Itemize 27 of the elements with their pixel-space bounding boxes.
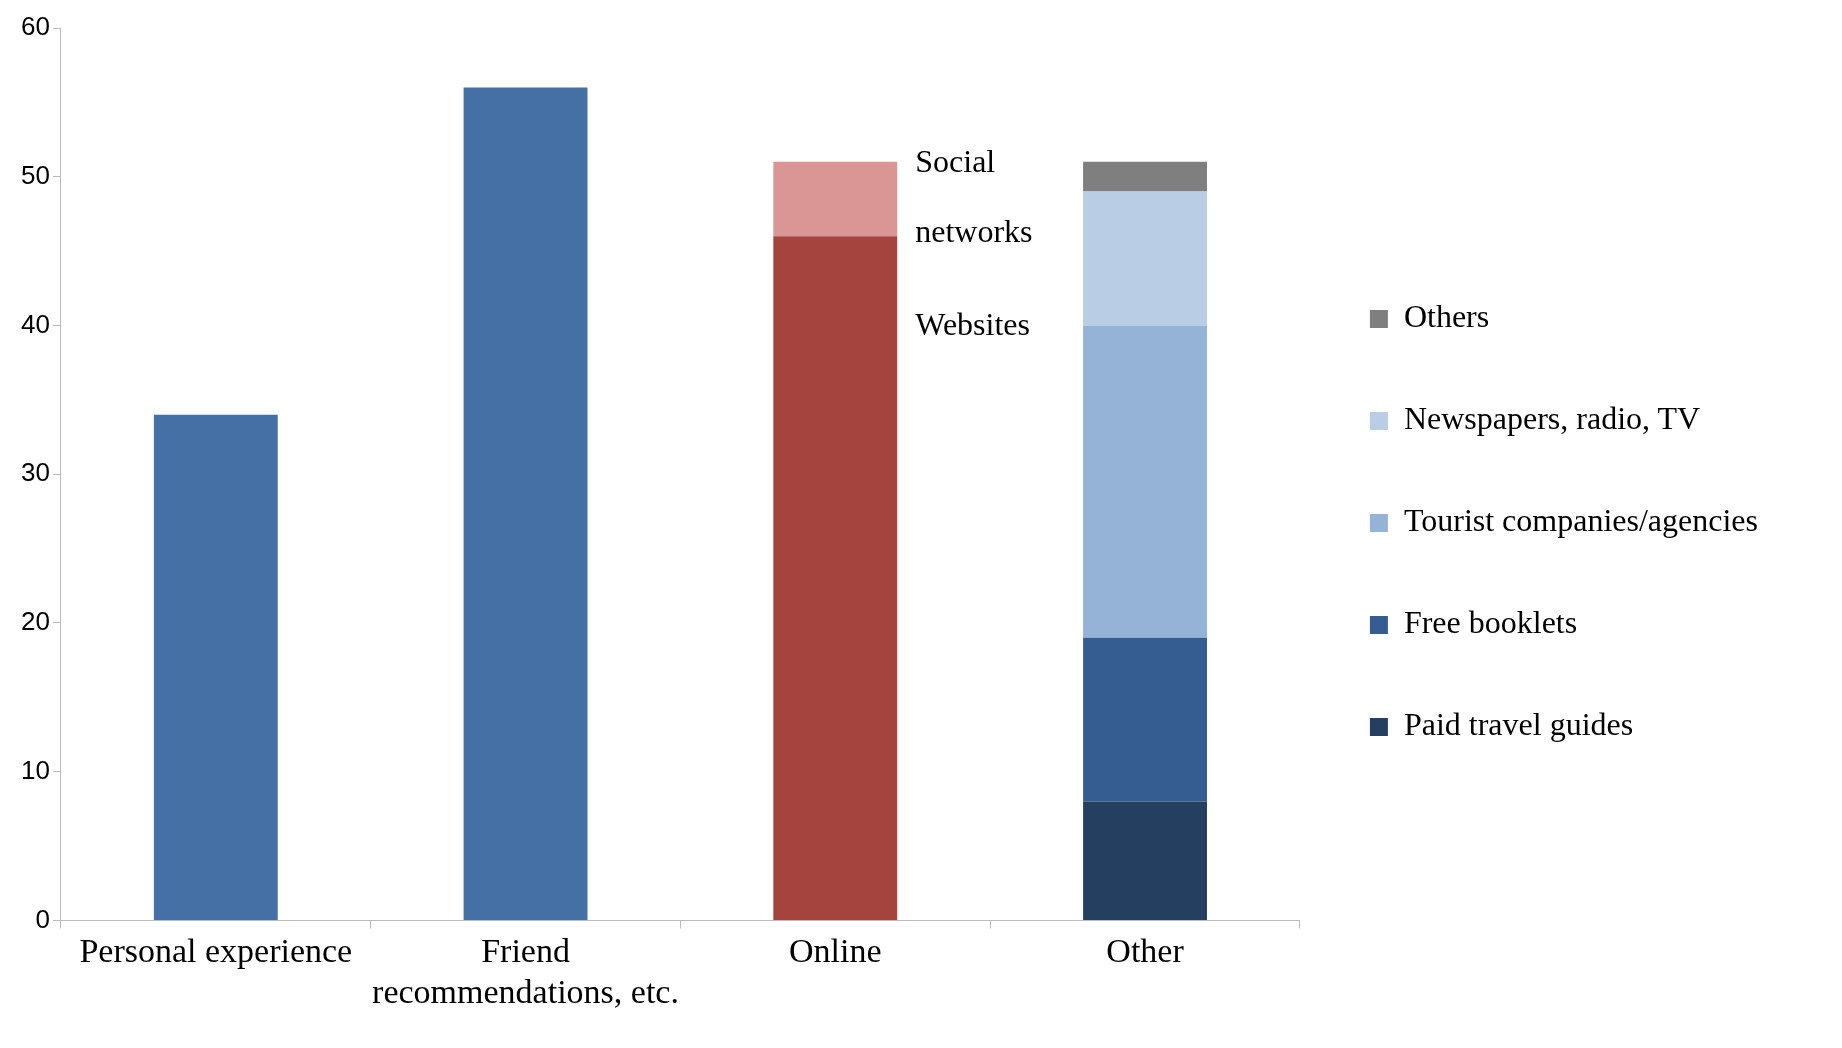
bar: [1083, 161, 1207, 192]
y-tick-label: 40: [21, 308, 50, 339]
legend-label: Paid travel guides: [1403, 706, 1634, 743]
bar: [1083, 325, 1207, 638]
legend-label: Newspapers, radio, TV: [1403, 400, 1701, 437]
series-label: Social networks: [915, 143, 1033, 250]
y-tick-label: 10: [21, 754, 50, 785]
bar: [773, 236, 898, 920]
x-tick-label: Other: [1106, 931, 1185, 969]
series-label: Websites: [915, 305, 1030, 342]
x-tick-label: Friend recommendations, etc.: [372, 931, 679, 1010]
bar: [1083, 637, 1207, 802]
x-tick-label: Personal experience: [79, 931, 353, 969]
bar: [1083, 801, 1207, 920]
x-tick-label: Online: [789, 931, 882, 969]
y-tick-label: 30: [21, 457, 50, 488]
bar: [463, 87, 588, 920]
bar: [153, 414, 278, 920]
legend-label: Tourist companies/agencies: [1403, 502, 1758, 539]
y-tick-label: 60: [21, 11, 50, 42]
y-tick-label: 0: [35, 903, 50, 934]
y-tick-label: 20: [21, 606, 50, 637]
legend-label: Free booklets: [1403, 604, 1578, 641]
bar: [1083, 191, 1207, 326]
bar: [773, 161, 898, 237]
y-tick-label: 50: [21, 159, 50, 190]
legend-label: Others: [1403, 298, 1490, 335]
